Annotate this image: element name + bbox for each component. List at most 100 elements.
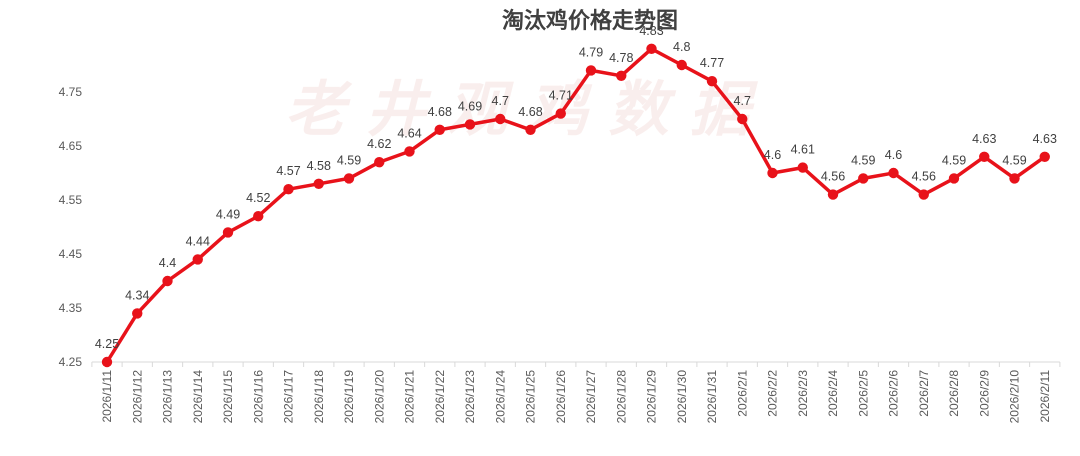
x-tick-label: 2026/2/2 <box>766 370 780 417</box>
x-tick-label: 2026/1/15 <box>221 370 235 424</box>
x-tick-label: 2026/2/3 <box>796 370 810 417</box>
data-point <box>495 113 506 125</box>
data-point <box>374 157 385 168</box>
data-point <box>585 65 597 76</box>
x-tick-label: 2026/1/26 <box>554 370 568 424</box>
x-tick-label: 2026/2/11 <box>1038 370 1052 423</box>
data-point <box>162 275 173 287</box>
y-tick-label: 4.45 <box>59 247 83 261</box>
x-tick-label: 2026/2/4 <box>826 370 840 417</box>
data-label: 4.49 <box>216 207 240 221</box>
x-tick-label: 2026/1/21 <box>403 370 417 424</box>
series-points <box>101 43 1050 368</box>
data-label: 4.68 <box>428 105 452 119</box>
data-point <box>132 308 143 319</box>
x-tick-label: 2026/1/11 <box>100 370 114 423</box>
x-tick-label: 2026/2/6 <box>887 370 901 417</box>
data-label: 4.83 <box>639 24 663 38</box>
y-tick-label: 4.65 <box>59 139 83 153</box>
data-label: 4.59 <box>1002 153 1026 167</box>
data-label: 4.62 <box>367 137 391 151</box>
x-tick-label: 2026/1/23 <box>463 370 477 424</box>
x-tick-label: 2026/1/30 <box>675 370 689 424</box>
data-label: 4.56 <box>912 170 936 184</box>
data-label: 4.59 <box>337 153 361 167</box>
x-tick-label: 2026/1/29 <box>645 370 659 424</box>
data-label: 4.68 <box>518 105 542 119</box>
data-point <box>646 43 657 54</box>
data-point <box>979 151 990 162</box>
data-point <box>222 227 234 238</box>
data-label: 4.7 <box>492 94 509 108</box>
data-point <box>464 119 476 130</box>
x-tick-label: 2026/2/1 <box>735 370 749 417</box>
data-point <box>555 108 566 119</box>
x-tick-label: 2026/1/18 <box>312 370 326 424</box>
x-tick-label: 2026/1/28 <box>614 370 628 424</box>
data-point <box>1009 173 1020 184</box>
x-tick-label: 2026/1/24 <box>493 370 507 424</box>
data-point <box>767 167 778 179</box>
data-point <box>616 70 627 82</box>
x-tick-label: 2026/2/8 <box>947 370 961 417</box>
x-tick-label: 2026/1/19 <box>342 370 356 424</box>
data-point <box>888 167 899 179</box>
data-label: 4.7 <box>734 94 751 108</box>
data-label: 4.79 <box>579 45 603 59</box>
x-tick-label: 2026/1/13 <box>161 370 175 424</box>
data-point <box>283 184 294 195</box>
data-point <box>706 76 718 87</box>
data-point <box>676 59 687 71</box>
data-point <box>918 189 929 200</box>
data-point <box>404 146 415 157</box>
x-tick-label: 2026/2/9 <box>977 370 991 417</box>
axes <box>91 361 1061 367</box>
y-tick-label: 4.55 <box>59 193 83 207</box>
data-point <box>253 211 264 222</box>
data-label: 4.58 <box>307 159 331 173</box>
data-point <box>192 254 203 265</box>
data-point <box>313 178 324 189</box>
data-label: 4.71 <box>549 89 573 103</box>
y-axis-ticks: 4.25 4.35 4.45 4.55 4.65 4.75 <box>59 85 83 369</box>
data-label: 4.59 <box>851 153 875 167</box>
data-label: 4.25 <box>95 337 119 351</box>
x-tick-label: 2026/1/16 <box>251 370 265 424</box>
data-label: 4.63 <box>1033 132 1057 146</box>
data-point <box>948 173 960 184</box>
data-point <box>827 189 839 200</box>
data-label: 4.44 <box>186 234 210 248</box>
data-point <box>797 162 808 173</box>
data-point <box>858 173 869 184</box>
data-label: 4.78 <box>609 51 633 65</box>
data-label: 4.59 <box>942 153 966 167</box>
x-tick-label: 2026/2/7 <box>917 370 931 417</box>
x-tick-label: 2026/1/14 <box>191 370 205 424</box>
data-point <box>101 356 113 368</box>
data-label: 4.6 <box>885 148 902 162</box>
x-tick-label: 2026/1/22 <box>433 370 447 424</box>
data-label: 4.57 <box>276 164 300 178</box>
data-point <box>434 124 445 135</box>
data-point <box>343 173 355 184</box>
x-tick-label: 2026/1/12 <box>130 370 144 424</box>
x-tick-label: 2026/2/10 <box>1008 370 1022 424</box>
data-label: 4.52 <box>246 191 270 205</box>
data-labels: 4.25 4.34 4.4 4.44 4.49 4.52 4.57 4.58 4.59 4.62 4… <box>95 24 1057 351</box>
y-tick-label: 4.75 <box>59 85 83 99</box>
data-label: 4.61 <box>791 143 815 157</box>
watermark-layer: 老 井 观 鸡 数 据 <box>285 75 758 145</box>
x-tick-label: 2026/1/25 <box>524 370 538 424</box>
data-label: 4.77 <box>700 56 724 70</box>
data-label: 4.34 <box>125 288 149 302</box>
x-tick-label: 2026/1/20 <box>372 370 386 424</box>
y-tick-label: 4.35 <box>59 301 83 315</box>
x-tick-label: 2026/1/27 <box>584 370 598 424</box>
data-label: 4.69 <box>458 99 482 113</box>
data-label: 4.64 <box>397 126 421 140</box>
x-axis-ticks: 2026/1/11 2026/1/12 2026/1/13 2026/1/14 2026… <box>100 370 1052 424</box>
watermark-text: 老 井 观 鸡 数 据 <box>285 75 758 145</box>
y-tick-label: 4.25 <box>59 355 83 369</box>
